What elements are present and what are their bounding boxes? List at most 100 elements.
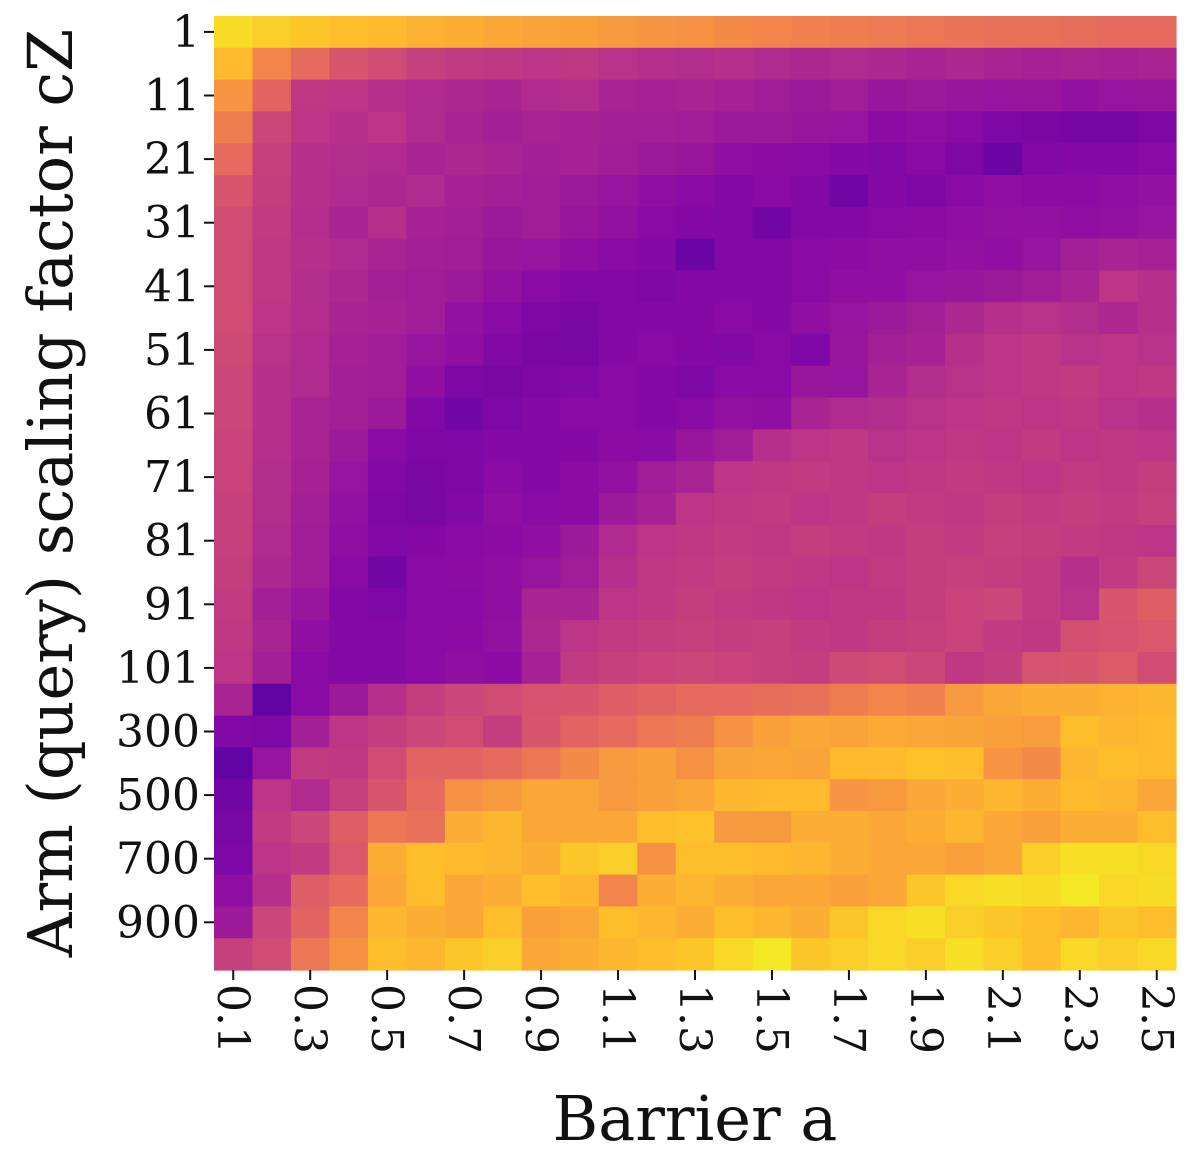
heatmap-cell (406, 620, 446, 653)
heatmap-cell (637, 79, 677, 112)
heatmap-cell (483, 79, 523, 112)
heatmap-cell (1137, 779, 1177, 812)
heatmap-cell (1022, 47, 1062, 81)
heatmap-cell (252, 524, 292, 558)
heatmap-cell (598, 874, 638, 907)
heatmap-cell (1099, 906, 1139, 939)
heatmap-cell (1099, 143, 1139, 176)
heatmap-cell (1022, 906, 1062, 939)
heatmap-cell (1137, 938, 1177, 971)
heatmap-cell (868, 206, 908, 240)
heatmap-cell (214, 588, 254, 621)
heatmap-cell (906, 715, 946, 748)
heatmap-cell (252, 811, 292, 844)
heatmap-cell (983, 652, 1023, 685)
heatmap-cell (214, 47, 254, 81)
heatmap-cell (1099, 652, 1139, 685)
heatmap-cell (791, 938, 831, 971)
heatmap-cell (906, 779, 946, 812)
heatmap-cell (714, 238, 754, 271)
heatmap-cell (752, 747, 792, 780)
heatmap-cell (1022, 652, 1062, 685)
heatmap-cell (791, 747, 831, 780)
heatmap-cell (444, 429, 484, 462)
heatmap-cell (560, 747, 600, 780)
heatmap-cell (752, 365, 792, 399)
heatmap-cell (945, 397, 985, 430)
heatmap-cell (444, 111, 484, 144)
heatmap-cell (444, 842, 484, 876)
heatmap-cell (637, 397, 677, 430)
heatmap-cell (1060, 683, 1100, 717)
heatmap-cell (214, 79, 254, 112)
heatmap-cell (329, 906, 369, 939)
heatmap-cell (829, 715, 869, 748)
heatmap-cell (1137, 16, 1177, 49)
heatmap-cell (1022, 397, 1062, 430)
heatmap-cell (983, 556, 1023, 589)
heatmap-cell (483, 715, 523, 748)
heatmap-cell (444, 175, 484, 208)
heatmap-cell (406, 938, 446, 971)
heatmap-cell (791, 429, 831, 462)
heatmap-cell (714, 143, 754, 176)
heatmap-cell (714, 524, 754, 558)
heatmap-cell (829, 302, 869, 335)
y-tick-label: 700 (116, 834, 200, 885)
heatmap-cell (483, 811, 523, 844)
heatmap-cell (906, 556, 946, 589)
heatmap-cell (791, 842, 831, 876)
heatmap-cell (1099, 842, 1139, 876)
heatmap-cell (983, 397, 1023, 430)
heatmap-cell (1022, 715, 1062, 748)
heatmap-cell (1137, 747, 1177, 780)
y-tick-label: 81 (144, 516, 200, 567)
heatmap-cell (521, 588, 561, 621)
heatmap-cell (868, 620, 908, 653)
heatmap-cell (791, 683, 831, 717)
heatmap-cell (752, 683, 792, 717)
heatmap-cell (560, 111, 600, 144)
heatmap-cell (1137, 715, 1177, 748)
heatmap-cell (1099, 747, 1139, 780)
heatmap-cell (252, 111, 292, 144)
heatmap-cell (752, 79, 792, 112)
heatmap-cell (444, 715, 484, 748)
heatmap-cell (290, 143, 331, 176)
heatmap-cell (367, 461, 407, 494)
heatmap-cell (829, 588, 869, 621)
heatmap-cell (906, 811, 946, 844)
heatmap-cell (714, 906, 754, 939)
heatmap-cell (675, 397, 715, 430)
heatmap-cell (483, 493, 523, 526)
heatmap-cell (598, 397, 638, 430)
heatmap-cell (945, 652, 985, 685)
heatmap-cell (560, 47, 600, 81)
heatmap-cell (675, 302, 715, 335)
heatmap-cell (444, 588, 484, 621)
heatmap-cell (290, 111, 331, 144)
heatmap-cell (906, 111, 946, 144)
heatmap-cell (829, 143, 869, 176)
heatmap-cell (290, 842, 331, 876)
heatmap-cell (829, 779, 869, 812)
heatmap-cell (214, 238, 254, 271)
heatmap-cell (252, 588, 292, 621)
heatmap-cell (1137, 524, 1177, 558)
heatmap-cell (406, 556, 446, 589)
heatmap-cell (868, 779, 908, 812)
heatmap-cell (829, 365, 869, 399)
heatmap-cell (983, 270, 1023, 303)
heatmap-cell (560, 779, 600, 812)
heatmap-cell (983, 429, 1023, 462)
heatmap-cell (444, 493, 484, 526)
heatmap-cell (406, 365, 446, 399)
heatmap-cell (560, 429, 600, 462)
heatmap-cell (868, 747, 908, 780)
heatmap-cell (367, 493, 407, 526)
heatmap-cell (752, 524, 792, 558)
y-tick-label: 61 (144, 389, 200, 440)
heatmap-cell (483, 588, 523, 621)
heatmap-cell (752, 429, 792, 462)
heatmap-cell (214, 397, 254, 430)
